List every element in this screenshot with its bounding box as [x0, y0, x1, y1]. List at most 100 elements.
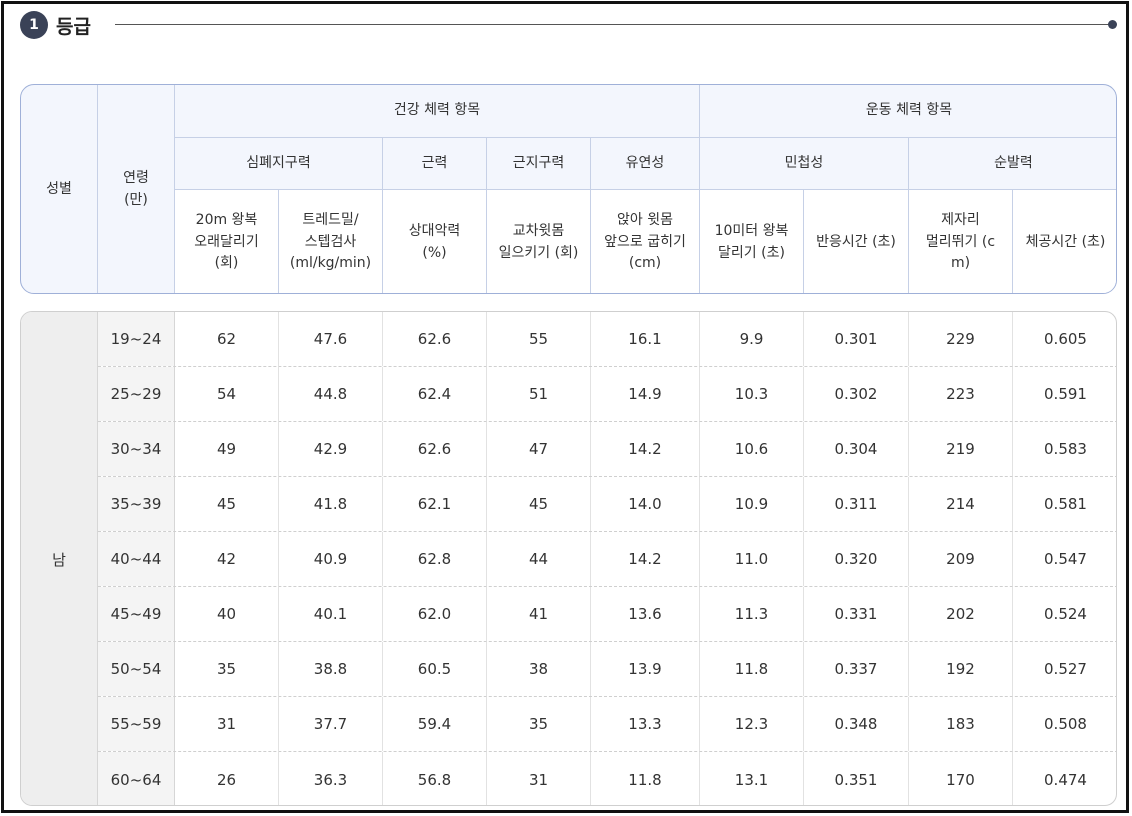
header-col-sitreach: 앉아 윗몸 앞으로 굽히기 (cm): [591, 190, 700, 293]
value-cell: 0.524: [1044, 605, 1087, 623]
value-cell: 37.7: [279, 697, 383, 751]
header-col-sitreach-line3: (cm): [628, 255, 662, 272]
age-cell: 60~64: [98, 752, 175, 805]
header-sub-agility: 민첩성: [700, 138, 909, 190]
value-cell: 11.8: [700, 642, 804, 696]
header-col-treadmill-line2: 스텝검사: [304, 233, 357, 250]
header-col-pacer-line3: (회): [214, 255, 239, 272]
header-col-treadmill-line3: (ml/kg/min): [289, 255, 372, 272]
header-col-grip-line2: (%): [422, 244, 447, 261]
value-cell: 202: [909, 587, 1013, 641]
value-cell: 183: [909, 697, 1013, 751]
value-cell: 14.2: [591, 422, 700, 476]
table-header: 성별 연령 (만) 건강 체력 항목 운동 체력 항목 심폐지구력 근력 근지구…: [20, 84, 1117, 294]
header-sub-strength: 근력: [383, 138, 487, 190]
value-cell: 0.301: [804, 312, 909, 366]
value-cell: 44.8: [279, 367, 383, 421]
value-cell: 62.6: [383, 312, 487, 366]
table-row: 55~59 31 37.7 59.4 35 13.3 12.3 0.348 183 0.508: [98, 697, 1116, 752]
value-cell: 40: [175, 587, 279, 641]
age-cell: 30~34: [98, 422, 175, 476]
value-cell: 223: [909, 367, 1013, 421]
value-cell: 0.605: [1044, 330, 1087, 348]
value-cell: 62.0: [383, 587, 487, 641]
header-col-shuttle-line1: 10미터 왕복: [714, 222, 789, 239]
value-cell: 31: [175, 697, 279, 751]
value-cell: 54: [175, 367, 279, 421]
value-cell: 0.304: [804, 422, 909, 476]
age-cell: 55~59: [98, 697, 175, 751]
value-cell: 40.1: [279, 587, 383, 641]
value-cell: 219: [909, 422, 1013, 476]
value-cell: 14.9: [591, 367, 700, 421]
header-age-unit: (만): [124, 192, 148, 208]
value-cell: 62.6: [383, 422, 487, 476]
value-cell: 0.320: [804, 532, 909, 586]
value-cell: 49: [175, 422, 279, 476]
value-cell: 11.3: [700, 587, 804, 641]
header-col-situp-line1: 교차윗몸: [512, 222, 565, 239]
value-cell: 0.311: [804, 477, 909, 531]
value-cell: 13.9: [591, 642, 700, 696]
value-cell: 35: [487, 697, 591, 751]
section-title: 등급: [56, 15, 91, 38]
value-cell: 10.3: [700, 367, 804, 421]
value-cell: 0.508: [1044, 715, 1087, 733]
header-gender: 성별: [21, 85, 98, 293]
value-cell: 62.4: [383, 367, 487, 421]
header-col-shuttle: 10미터 왕복 달리기 (초): [700, 190, 804, 293]
header-col-airtime-line1: 체공시간 (초): [1025, 233, 1106, 250]
value-cell: 14.0: [591, 477, 700, 531]
value-cell: 13.1: [700, 752, 804, 805]
header-sub-endurance: 근지구력: [487, 138, 591, 190]
section-number-badge: 1: [20, 11, 48, 39]
value-cell: 10.6: [700, 422, 804, 476]
value-cell: 36.3: [279, 752, 383, 805]
value-cell: 45: [487, 477, 591, 531]
header-col-sitreach-line2: 앞으로 굽히기: [604, 233, 686, 250]
header-age-label: 연령: [123, 170, 149, 187]
value-cell: 47: [487, 422, 591, 476]
value-cell: 31: [487, 752, 591, 805]
value-cell: 40.9: [279, 532, 383, 586]
header-group-sport: 운동 체력 항목: [700, 85, 1116, 138]
header-sub-power: 순발력: [909, 138, 1116, 190]
header-col-reaction: 반응시간 (초): [804, 190, 909, 293]
header-col-jump-line1: 제자리: [941, 211, 980, 228]
value-cell: 45: [175, 477, 279, 531]
age-cell: 45~49: [98, 587, 175, 641]
value-cell: 11.0: [700, 532, 804, 586]
table-row: 50~54 35 38.8 60.5 38 13.9 11.8 0.337 192 0.527: [98, 642, 1116, 697]
value-cell: 35: [175, 642, 279, 696]
value-cell: 0.348: [804, 697, 909, 751]
header-col-sitreach-line1: 앉아 윗몸: [617, 211, 673, 228]
value-cell: 0.337: [804, 642, 909, 696]
value-cell: 214: [909, 477, 1013, 531]
table-row: 60~64 26 36.3 56.8 31 11.8 13.1 0.351 170 0.474: [98, 752, 1116, 805]
value-cell: 51: [487, 367, 591, 421]
age-cell: 35~39: [98, 477, 175, 531]
header-col-shuttle-line2: 달리기 (초): [718, 244, 785, 261]
value-cell: 10.9: [700, 477, 804, 531]
value-cell: 0.583: [1044, 440, 1087, 458]
value-cell: 38: [487, 642, 591, 696]
header-col-airtime: 체공시간 (초): [1013, 190, 1116, 293]
age-cell: 19~24: [98, 312, 175, 366]
header-sub-cardio: 심폐지구력: [175, 138, 383, 190]
age-cell: 25~29: [98, 367, 175, 421]
value-cell: 55: [487, 312, 591, 366]
header-col-pacer: 20m 왕복 오래달리기 (회): [175, 190, 279, 293]
header-col-pacer-line1: 20m 왕복: [195, 211, 258, 228]
header-col-jump-line2: 멀리뛰기 (c: [925, 233, 996, 250]
value-cell: 60.5: [383, 642, 487, 696]
header-col-grip: 상대악력 (%): [383, 190, 487, 293]
value-cell: 0.351: [804, 752, 909, 805]
header-age: 연령 (만): [98, 85, 175, 293]
value-cell: 47.6: [279, 312, 383, 366]
age-cell: 40~44: [98, 532, 175, 586]
value-cell: 41: [487, 587, 591, 641]
header-col-situp-line2: 일으키기 (회): [498, 244, 579, 261]
header-col-jump-line3: m): [950, 255, 971, 272]
value-cell: 0.474: [1044, 770, 1087, 789]
value-cell: 0.527: [1044, 660, 1087, 678]
